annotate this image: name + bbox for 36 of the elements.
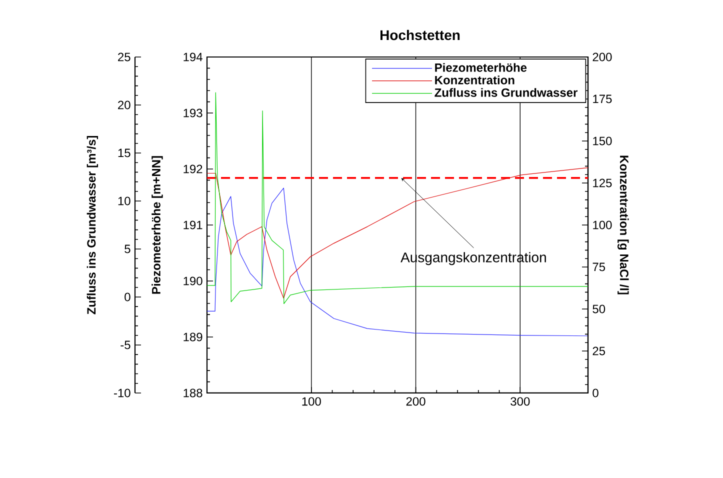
x-tick-label: 300 xyxy=(510,397,530,406)
y2-tick-label: 175 xyxy=(593,94,612,104)
legend-label: Konzentration xyxy=(435,76,514,84)
y2-tick-label: 200 xyxy=(592,52,612,62)
y3-tick-label: 10 xyxy=(118,196,130,206)
y-tick-label: 191 xyxy=(184,220,202,230)
line-series xyxy=(206,188,588,336)
y2-tick-label: 150 xyxy=(593,136,612,146)
y-tick-label: 188 xyxy=(184,388,202,398)
y3-tick-label: 20 xyxy=(118,100,130,110)
chart-title: Hochstetten xyxy=(380,30,460,40)
line-series xyxy=(206,167,588,299)
y-tick-label: 189 xyxy=(184,332,202,342)
y-axis-title: Piezometerhöhe [m+NN] xyxy=(152,156,163,294)
legend-label: Zufluss ins Grundwasser xyxy=(434,88,578,97)
y2-tick-label: 25 xyxy=(592,346,606,356)
y2-tick-label: 75 xyxy=(592,262,606,272)
y2-tick-label: 50 xyxy=(592,304,606,314)
y2-tick-label: 100 xyxy=(593,220,612,230)
y3-tick-label: -5 xyxy=(120,340,130,350)
y2-tick-label: 0 xyxy=(592,388,598,398)
y3-tick-label: 0 xyxy=(124,292,130,302)
y-tick-label: 194 xyxy=(184,52,202,62)
y3-tick-label: 15 xyxy=(118,148,130,158)
y3-tick-label: 25 xyxy=(118,52,130,62)
y2-tick-label: 125 xyxy=(593,178,612,188)
y3-tick-label: -10 xyxy=(114,388,130,398)
y3-tick-label: 5 xyxy=(124,244,130,254)
legend-label: Piezometerhöhe xyxy=(435,63,527,72)
x-tick-label: 100 xyxy=(302,397,321,406)
y-tick-label: 192 xyxy=(184,164,202,174)
x-tick-label: 200 xyxy=(406,397,426,406)
y3-axis-title: Zufluss ins Grundwasser [m³/s] xyxy=(86,136,98,314)
y-tick-label: 193 xyxy=(184,108,202,118)
y-tick-label: 190 xyxy=(184,276,202,286)
y2-axis-title: Konzentration [g NaCl /l] xyxy=(618,156,629,294)
